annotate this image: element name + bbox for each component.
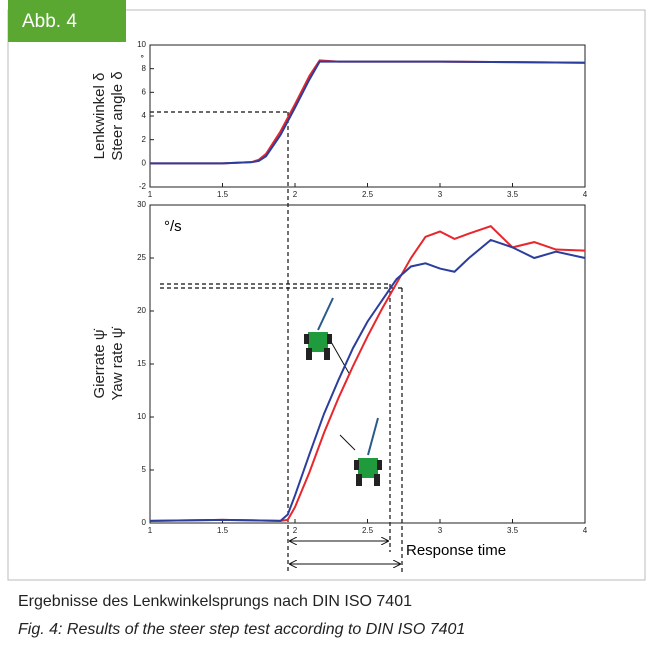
- x-tick-label: 2: [293, 526, 298, 535]
- y-tick-label: 0: [142, 158, 147, 167]
- guides: [150, 111, 403, 572]
- x-tick-label: 1: [148, 526, 153, 535]
- y-axis-label: Steer angle δ: [109, 71, 126, 160]
- y-tick-label: 10: [137, 412, 146, 421]
- y-tick-label: 20: [137, 306, 146, 315]
- x-tick-label: 3: [438, 526, 443, 535]
- caption-en: Fig. 4: Results of the steer step test a…: [18, 621, 465, 638]
- y-tick-label: 5: [142, 465, 147, 474]
- x-tick-label: 1.5: [217, 190, 229, 199]
- y-tick-label: -2: [139, 182, 147, 191]
- tractor-icon: [304, 297, 334, 360]
- x-tick-label: 4: [583, 190, 588, 199]
- x-tick-label: 2.5: [362, 190, 374, 199]
- figure-label: Abb. 4: [22, 11, 77, 32]
- plot-area: [149, 44, 586, 188]
- y-tick-label: 6: [142, 87, 147, 96]
- y-tick-label: 10: [137, 40, 146, 49]
- y-tick-label: 15: [137, 359, 146, 368]
- y-tick-label: 30: [137, 200, 146, 209]
- x-tick-label: 2.5: [362, 526, 374, 535]
- data-line: [149, 225, 586, 522]
- y-axis-label: Yaw rate ψ̇: [109, 327, 126, 401]
- tractor-icon: [354, 417, 382, 486]
- label-box: [8, 0, 126, 42]
- x-tick-label: 4: [583, 526, 588, 535]
- y-tick-label: 0: [142, 518, 147, 527]
- y-axis-label: Gierrate ψ̇: [91, 328, 108, 398]
- data-line: [150, 60, 586, 165]
- x-tick-label: 1.5: [217, 526, 229, 535]
- y-tick-label: 25: [137, 253, 146, 262]
- unit-label: °/s: [164, 218, 182, 235]
- y-tick-label: 4: [142, 111, 147, 120]
- x-tick-label: 2: [293, 190, 298, 199]
- unit-label: °: [140, 53, 144, 63]
- data-line: [149, 238, 586, 522]
- y-tick-label: 8: [142, 64, 147, 73]
- y-tick-label: 2: [142, 135, 147, 144]
- x-tick-label: 3: [438, 190, 443, 199]
- x-tick-label: 3.5: [507, 526, 519, 535]
- caption-de: Ergebnisse des Lenkwinkelsprungs nach DI…: [18, 593, 412, 610]
- x-tick-label: 1: [148, 190, 153, 199]
- y-axis-label: Lenkwinkel δ: [91, 73, 108, 160]
- annotation: Response time: [406, 542, 506, 559]
- x-tick-label: 3.5: [507, 190, 519, 199]
- figure-frame: [7, 9, 646, 581]
